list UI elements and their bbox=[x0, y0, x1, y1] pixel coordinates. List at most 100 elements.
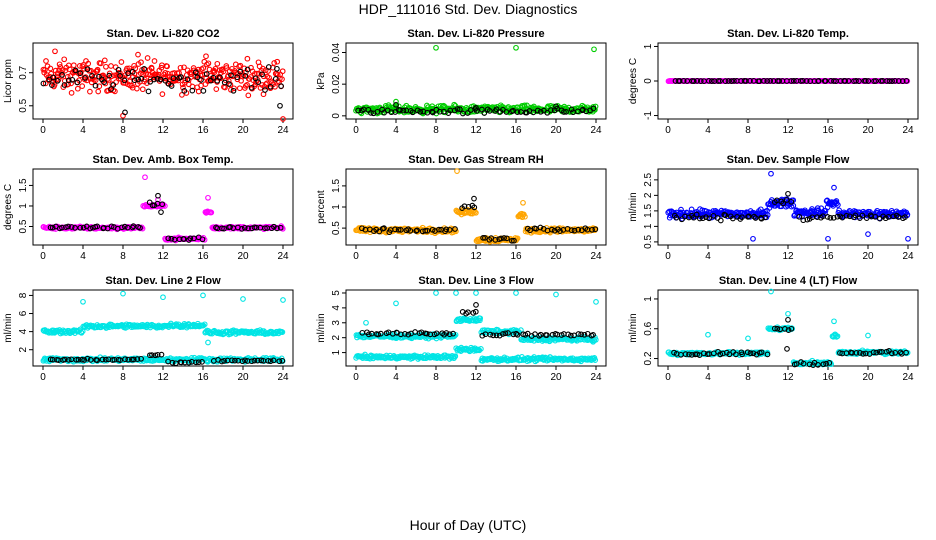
data-point bbox=[274, 225, 280, 232]
plot-title: Stan. Dev. Gas Stream RH bbox=[408, 154, 544, 166]
data-point bbox=[96, 73, 102, 80]
x-tick-label: 0 bbox=[353, 251, 359, 262]
data-point bbox=[154, 76, 161, 82]
data-point bbox=[882, 215, 889, 222]
data-point bbox=[591, 46, 597, 53]
plot-title: Stan. Dev. Li-820 CO2 bbox=[107, 28, 220, 40]
data-point bbox=[776, 78, 783, 84]
data-point bbox=[788, 325, 795, 332]
data-point bbox=[82, 75, 88, 81]
data-point bbox=[804, 216, 811, 223]
data-series bbox=[40, 64, 284, 116]
data-point bbox=[135, 51, 141, 58]
y-tick-label: 3 bbox=[331, 320, 342, 326]
data-point bbox=[108, 73, 115, 80]
x-tick-label: 12 bbox=[470, 125, 482, 136]
data-point bbox=[231, 85, 237, 92]
data-point bbox=[375, 331, 382, 338]
y-tick-label: 1.5 bbox=[331, 179, 342, 193]
data-point bbox=[482, 235, 488, 241]
x-tick-label: 24 bbox=[902, 125, 914, 136]
data-point bbox=[451, 107, 458, 114]
data-point bbox=[800, 360, 807, 367]
data-point bbox=[865, 231, 871, 237]
data-point bbox=[739, 214, 745, 221]
x-tick-label: 16 bbox=[197, 372, 209, 383]
data-point bbox=[487, 331, 494, 338]
data-point bbox=[686, 351, 692, 358]
x-tick-label: 20 bbox=[237, 251, 249, 262]
data-point bbox=[799, 213, 805, 220]
data-point bbox=[47, 65, 54, 72]
data-point bbox=[52, 48, 58, 55]
data-point bbox=[590, 105, 597, 112]
data-point bbox=[806, 361, 813, 368]
data-point bbox=[892, 349, 899, 356]
y-tick-label: 1.5 bbox=[643, 203, 654, 217]
data-point bbox=[77, 70, 83, 77]
data-point bbox=[94, 223, 101, 230]
data-point bbox=[263, 81, 269, 88]
data-point bbox=[277, 224, 284, 231]
data-point bbox=[276, 358, 283, 365]
data-point bbox=[76, 63, 83, 69]
data-point bbox=[453, 290, 459, 296]
data-point bbox=[859, 212, 866, 219]
data-point bbox=[178, 359, 185, 366]
x-tick-label: 24 bbox=[590, 125, 602, 136]
data-point bbox=[245, 92, 252, 99]
data-point bbox=[764, 78, 771, 84]
x-tick-label: 16 bbox=[197, 251, 209, 262]
data-point bbox=[903, 78, 910, 84]
data-point bbox=[101, 57, 108, 64]
x-tick-label: 4 bbox=[393, 251, 399, 262]
data-point bbox=[95, 88, 102, 95]
data-point bbox=[279, 329, 286, 335]
data-point bbox=[102, 356, 109, 363]
data-point bbox=[417, 108, 424, 115]
data-series bbox=[665, 170, 911, 242]
data-point bbox=[59, 72, 65, 78]
data-point bbox=[865, 78, 872, 84]
data-point bbox=[527, 227, 533, 234]
data-point bbox=[138, 355, 144, 362]
data-point bbox=[523, 109, 530, 116]
data-point bbox=[454, 106, 461, 112]
data-point bbox=[578, 331, 585, 338]
data-point bbox=[131, 77, 138, 84]
data-point bbox=[823, 360, 829, 367]
data-point bbox=[230, 87, 237, 94]
data-point bbox=[708, 78, 715, 84]
data-point bbox=[87, 88, 93, 95]
data-point bbox=[267, 83, 274, 90]
data-point bbox=[81, 357, 88, 363]
data-point bbox=[120, 290, 126, 297]
data-point bbox=[678, 216, 685, 223]
x-tick-label: 20 bbox=[237, 372, 249, 383]
data-point bbox=[194, 74, 201, 81]
data-point bbox=[279, 76, 285, 82]
data-series bbox=[359, 195, 599, 244]
data-point bbox=[181, 88, 188, 94]
x-tick-label: 24 bbox=[590, 251, 602, 262]
data-point bbox=[593, 299, 599, 305]
data-point bbox=[61, 82, 68, 88]
data-point bbox=[589, 226, 595, 233]
data-point bbox=[472, 308, 479, 315]
data-point bbox=[473, 302, 479, 308]
data-point bbox=[189, 87, 196, 94]
data-point bbox=[242, 73, 249, 79]
data-point bbox=[518, 327, 524, 333]
data-point bbox=[443, 226, 450, 233]
data-point bbox=[422, 227, 429, 234]
y-tick-label: 0.7 bbox=[18, 65, 29, 79]
data-point bbox=[61, 56, 68, 63]
data-point bbox=[860, 351, 866, 357]
data-point bbox=[280, 116, 286, 122]
data-point bbox=[446, 331, 453, 338]
data-point bbox=[280, 297, 286, 303]
data-point bbox=[47, 224, 54, 231]
data-point bbox=[407, 227, 414, 234]
x-tick-label: 20 bbox=[862, 372, 874, 383]
